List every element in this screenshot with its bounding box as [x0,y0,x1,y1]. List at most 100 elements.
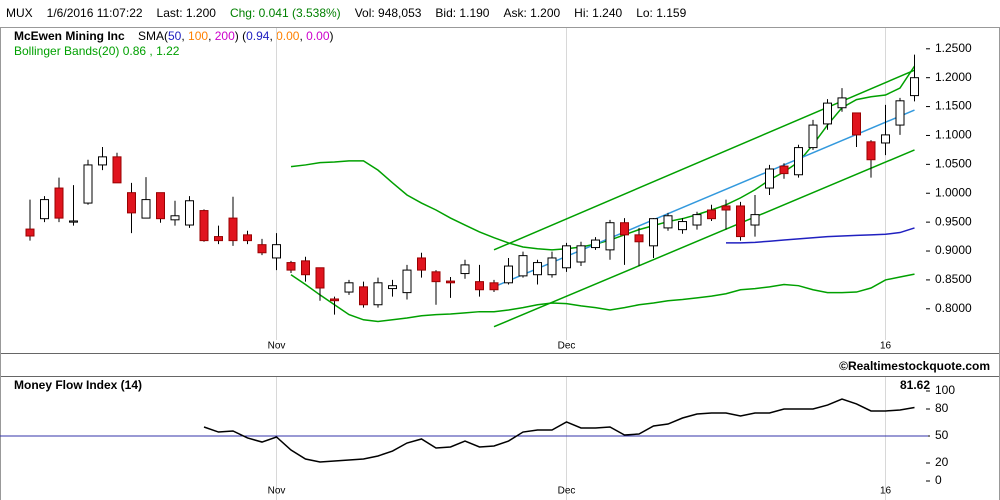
candle-body [25,228,35,237]
candle-body [199,210,209,242]
legend-piece: 200 [215,29,235,43]
y-tick-label: 1.1500 [935,99,972,113]
x-tick-label: 16 [880,341,892,352]
candle-body [605,222,615,251]
candle-body [257,244,267,254]
header-item: MUX [6,6,33,20]
candle-body [460,264,470,275]
header-item: 1/6/2016 11:07:22 [47,6,143,20]
candle-body [315,267,325,289]
candle-body [54,187,64,219]
legend-piece: , [208,29,215,43]
y-tick-label: 1.1000 [935,128,972,142]
header-item: Hi: 1.240 [574,6,622,20]
candle-body [649,218,658,247]
legend-piece: 50 [168,29,182,43]
candle-body [141,199,151,219]
header-item: Lo: 1.159 [636,6,686,20]
header-item: Ask: 1.200 [503,6,560,20]
candle-body [388,285,397,290]
candle-body [359,286,368,306]
candle-body [663,215,673,229]
sma-line [726,227,915,244]
candle-body [344,282,354,293]
trendline [493,149,915,328]
legend-piece: ) [330,29,334,43]
candle-body [402,269,412,294]
candle-body [489,282,499,291]
candle-body [170,215,180,221]
candle-body [736,205,745,238]
legend-piece: 0.94 [246,29,270,43]
y-tick-label: 100 [935,383,955,397]
candle-body [156,192,165,220]
candle-body [721,205,731,211]
candle-body [69,220,78,223]
candle-body [562,245,571,269]
mfi-current: 81.62 [900,378,930,392]
candle-body [504,265,513,284]
legend-piece: 0.00 [306,29,330,43]
candle-body [591,239,600,249]
candle-body [707,209,716,220]
candle-body [620,222,629,236]
candle-body [98,156,107,166]
candle-body [823,102,832,125]
candle-body [518,255,528,277]
candle-body [228,217,238,242]
candle-body [837,97,847,109]
candle-body [547,257,557,276]
candle-body [286,262,296,271]
legend-piece: ) ( [235,29,246,43]
header-item: Chg: 0.041 (3.538%) [230,6,341,20]
candle-body [794,147,803,176]
candle-body [40,199,49,220]
candle-body [750,214,760,226]
copyright: ©Realtimestockquote.com [839,359,990,373]
candle-body [634,234,644,243]
candle-body [895,100,905,126]
candle-body [272,244,281,259]
y-tick-label: 0.9500 [935,214,972,228]
candle-body [475,281,484,291]
y-tick-label: 80 [935,401,949,415]
mfi-line [203,398,915,463]
y-tick-label: 1.0500 [935,157,972,171]
candle-body [417,257,426,271]
legend-piece: , [299,29,306,43]
candle-body [185,200,194,226]
bollinger-lower [290,273,915,323]
candle-body [214,236,223,242]
candle-body [779,165,789,175]
candle-body [576,245,586,263]
candle-body [83,164,93,204]
legend-piece: 100 [188,29,208,43]
candle-body [301,260,310,276]
candle-body [866,141,876,161]
candle-body [808,124,818,149]
quote-header: MUX 1/6/2016 11:07:22 Last: 1.200 Chg: 0.04… [6,6,687,20]
y-tick-label: 0.8500 [935,272,972,286]
candle-body [112,156,122,184]
header-item: Vol: 948,053 [355,6,422,20]
candle-body [330,298,339,302]
candle-body [243,234,252,242]
candle-body [852,112,861,136]
candle-body [431,271,441,283]
header-item: Last: 1.200 [157,6,217,20]
x-tick-label: 16 [880,486,892,497]
candle-body [678,221,687,231]
mfi-title: Money Flow Index (14) [14,378,142,392]
x-tick-label: Nov [268,486,286,497]
y-tick-label: 1.0000 [935,185,972,199]
x-tick-label: Dec [558,486,576,497]
y-tick-label: 20 [935,455,949,469]
candle-body [765,168,774,189]
bollinger-legend: Bollinger Bands(20) 0.86 , 1.22 [14,44,180,58]
y-tick-label: 0.8000 [935,301,972,315]
x-tick-label: Nov [268,341,286,352]
sma-legend: SMA(50, 100, 200) (0.94, 0.00, 0.00) [138,29,334,43]
y-tick-label: 0 [935,473,942,487]
